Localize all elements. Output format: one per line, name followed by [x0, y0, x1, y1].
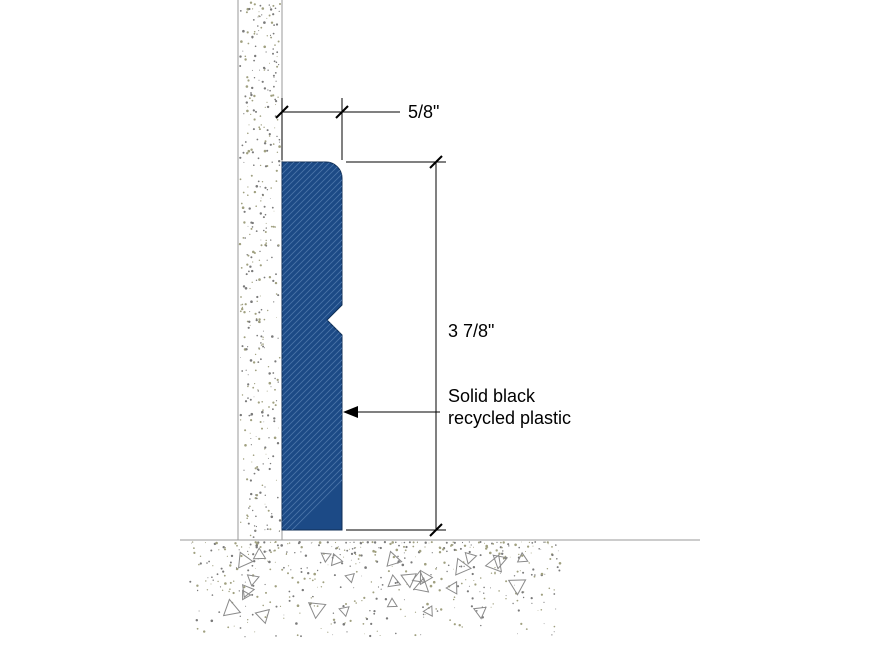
dimension-height-label: 3 7/8": [448, 321, 494, 341]
dimension-width-label: 5/8": [408, 102, 439, 122]
floor-gravel: [224, 548, 528, 623]
material-leader: Solid black recycled plastic: [343, 386, 571, 428]
baseboard-profile: [282, 162, 342, 530]
dimension-width: 5/8": [276, 98, 439, 160]
dimension-height: 3 7/8": [346, 156, 494, 536]
technical-drawing: 5/8" 3 7/8" Solid black recycled plastic: [0, 0, 884, 663]
wall-stipple: [239, 2, 281, 538]
material-label-line2: recycled plastic: [448, 408, 571, 428]
material-label-line1: Solid black: [448, 386, 536, 406]
